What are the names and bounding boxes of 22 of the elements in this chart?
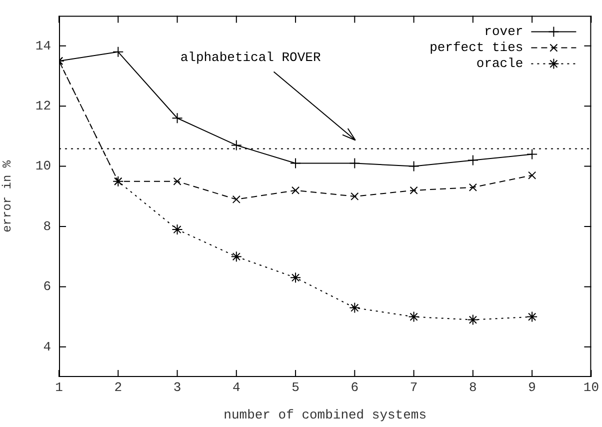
legend-label: oracle: [476, 56, 524, 72]
legend-label: rover: [484, 24, 524, 40]
x-axis-title: number of combined systems: [224, 408, 427, 423]
x-tick-label: 6: [350, 380, 359, 396]
y-tick-label: 4: [43, 339, 52, 354]
y-tick-label: 12: [35, 98, 51, 114]
y-tick-label: 6: [43, 279, 51, 294]
x-tick-label: 8: [469, 380, 477, 396]
y-tick-label: 10: [35, 158, 51, 174]
x-tick-label: 4: [232, 380, 240, 396]
y-tick-label: 14: [35, 38, 52, 54]
x-tick-label: 2: [114, 380, 122, 396]
x-tick-label: 9: [528, 380, 536, 396]
x-tick-label: 5: [292, 380, 300, 396]
y-tick-label: 8: [43, 218, 51, 234]
x-tick-label: 1: [55, 380, 64, 396]
x-tick-label: 7: [410, 380, 418, 396]
y-axis-title: error in %: [0, 160, 14, 232]
annotation: alphabetical ROVER: [180, 50, 321, 66]
x-tick-label: 10: [583, 380, 600, 396]
x-tick-label: 3: [173, 380, 182, 396]
legend-label: perfect ties: [430, 40, 524, 56]
